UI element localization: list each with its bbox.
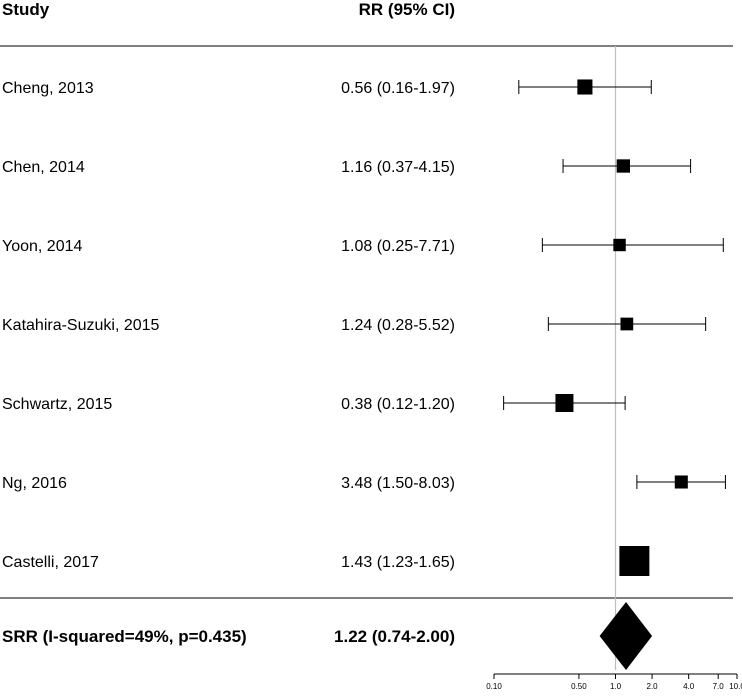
study-rr-label: 3.48 (1.50-8.03) bbox=[341, 475, 455, 492]
study-column-header: Study bbox=[2, 0, 50, 19]
x-tick-label: 2.0 bbox=[647, 682, 659, 691]
x-tick-label: 0.50 bbox=[571, 682, 587, 691]
summary-diamond bbox=[599, 602, 653, 670]
study-rr-label: 1.24 (0.28-5.52) bbox=[341, 317, 455, 334]
study-row: Yoon, 2014 1.08 (0.25-7.71) bbox=[2, 238, 724, 255]
point-estimate bbox=[619, 546, 650, 576]
study-name: Castelli, 2017 bbox=[2, 554, 99, 571]
point-estimate bbox=[616, 159, 630, 173]
summary-rr-label: 1.22 (0.74-2.00) bbox=[334, 627, 455, 646]
point-estimate bbox=[620, 317, 634, 331]
study-row: Katahira-Suzuki, 2015 1.24 (0.28-5.52) bbox=[2, 317, 707, 334]
point-estimate bbox=[577, 79, 593, 95]
study-row: Castelli, 2017 1.43 (1.23-1.65) bbox=[2, 546, 650, 576]
study-name: Cheng, 2013 bbox=[2, 80, 94, 97]
study-name: Yoon, 2014 bbox=[2, 238, 82, 255]
x-tick-label: 10.0 bbox=[729, 682, 742, 691]
study-name: Ng, 2016 bbox=[2, 475, 67, 492]
point-estimate bbox=[674, 475, 688, 489]
x-tick-label: 1.0 bbox=[610, 682, 622, 691]
summary-name: SRR (I-squared=49%, p=0.435) bbox=[2, 627, 247, 646]
study-row: Ng, 2016 3.48 (1.50-8.03) bbox=[2, 475, 726, 492]
study-row: Schwartz, 2015 0.38 (0.12-1.20) bbox=[2, 394, 626, 413]
study-name: Chen, 2014 bbox=[2, 159, 85, 176]
study-rr-label: 0.56 (0.16-1.97) bbox=[341, 80, 455, 97]
rr-column-header: RR (95% CI) bbox=[359, 0, 455, 19]
x-tick-label: 7.0 bbox=[713, 682, 725, 691]
point-estimate bbox=[555, 394, 574, 412]
x-tick-label: 0.10 bbox=[486, 682, 502, 691]
x-tick-label: 4.0 bbox=[683, 682, 695, 691]
point-estimate bbox=[613, 238, 626, 252]
study-row: Chen, 2014 1.16 (0.37-4.15) bbox=[2, 159, 692, 176]
study-rr-label: 1.08 (0.25-7.71) bbox=[341, 238, 455, 255]
study-name: Katahira-Suzuki, 2015 bbox=[2, 317, 160, 334]
study-row: Cheng, 2013 0.56 (0.16-1.97) bbox=[2, 79, 652, 97]
study-rr-label: 1.43 (1.23-1.65) bbox=[341, 554, 455, 571]
study-rr-label: 1.16 (0.37-4.15) bbox=[341, 159, 455, 176]
study-name: Schwartz, 2015 bbox=[2, 396, 112, 413]
study-rr-label: 0.38 (0.12-1.20) bbox=[341, 396, 455, 413]
